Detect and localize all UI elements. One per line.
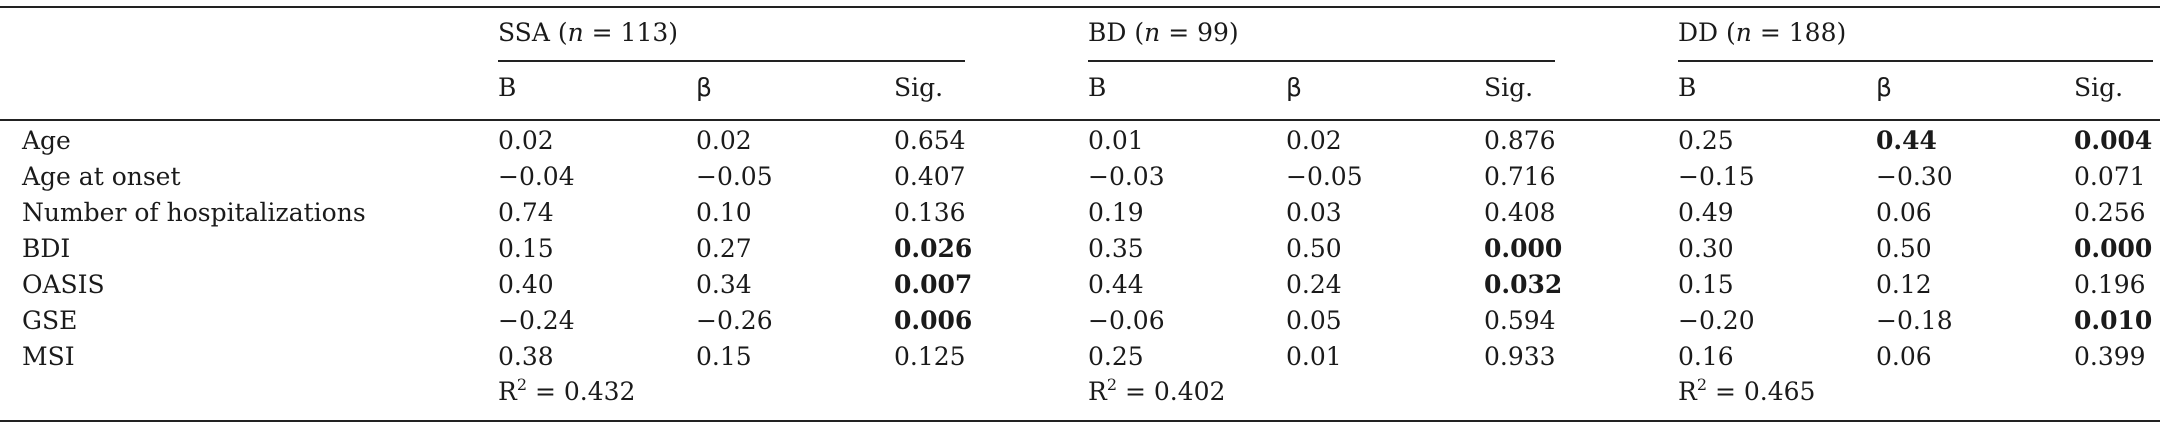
cell-bd-b: 0.44	[1088, 270, 1144, 299]
cell-dd-b: −0.15	[1678, 162, 1755, 191]
col-header-bd-beta: β	[1286, 73, 1302, 102]
cell-ssa-beta: 0.15	[696, 342, 752, 371]
cell-dd-b: 0.15	[1678, 270, 1734, 299]
cell-ssa-sig: 0.136	[894, 198, 966, 227]
col-header-dd-beta: β	[1876, 73, 1892, 102]
row-label: GSE	[22, 306, 78, 335]
cell-dd-b: 0.16	[1678, 342, 1734, 371]
cell-bd-b: 0.01	[1088, 126, 1144, 155]
col-header-ssa-beta: β	[696, 73, 712, 102]
cell-ssa-b: −0.04	[498, 162, 575, 191]
cell-bd-sig: 0.876	[1484, 126, 1556, 155]
cell-dd-sig: 0.399	[2074, 342, 2146, 371]
cell-bd-b: 0.35	[1088, 234, 1144, 263]
cell-ssa-beta: 0.27	[696, 234, 752, 263]
cell-dd-beta: −0.30	[1876, 162, 1953, 191]
cell-bd-b: 0.19	[1088, 198, 1144, 227]
cell-bd-sig: 0.032	[1484, 270, 1563, 299]
cell-bd-sig: 0.594	[1484, 306, 1556, 335]
cell-dd-sig: 0.010	[2074, 306, 2153, 335]
row-label: Age	[22, 126, 71, 155]
cell-ssa-b: −0.24	[498, 306, 575, 335]
cell-bd-beta: −0.05	[1286, 162, 1363, 191]
cell-ssa-beta: 0.34	[696, 270, 752, 299]
cell-ssa-sig: 0.006	[894, 306, 973, 335]
cell-dd-b: 0.49	[1678, 198, 1734, 227]
cell-ssa-beta: 0.02	[696, 126, 752, 155]
cell-dd-beta: 0.06	[1876, 342, 1932, 371]
bd-group-rule	[1088, 60, 1555, 62]
cell-dd-beta: 0.44	[1876, 126, 1937, 155]
cell-dd-sig: 0.256	[2074, 198, 2146, 227]
cell-bd-b: −0.06	[1088, 306, 1165, 335]
ssa-group-rule	[498, 60, 965, 62]
group-header-ssa: SSA (n = 113)	[498, 18, 679, 47]
cell-bd-sig: 0.716	[1484, 162, 1556, 191]
cell-bd-beta: 0.24	[1286, 270, 1342, 299]
bottom-rule	[0, 420, 2160, 422]
col-header-ssa-b: B	[498, 73, 517, 102]
col-header-bd-b: B	[1088, 73, 1107, 102]
row-label: Number of hospitalizations	[22, 198, 366, 227]
row-label: MSI	[22, 342, 75, 371]
row-label: OASIS	[22, 270, 105, 299]
row-label: BDI	[22, 234, 71, 263]
cell-ssa-b: 0.38	[498, 342, 554, 371]
cell-ssa-sig: 0.407	[894, 162, 966, 191]
cell-dd-beta: 0.50	[1876, 234, 1932, 263]
cell-dd-sig: 0.004	[2074, 126, 2153, 155]
cell-bd-sig: 0.000	[1484, 234, 1563, 263]
r2-dd: R2 = 0.465	[1678, 375, 1816, 407]
cell-ssa-b: 0.15	[498, 234, 554, 263]
dd-group-rule	[1678, 60, 2153, 62]
cell-ssa-beta: −0.26	[696, 306, 773, 335]
top-rule	[0, 6, 2160, 8]
cell-ssa-sig: 0.026	[894, 234, 973, 263]
cell-bd-beta: 0.01	[1286, 342, 1342, 371]
cell-bd-b: −0.03	[1088, 162, 1165, 191]
cell-bd-beta: 0.05	[1286, 306, 1342, 335]
cell-dd-beta: 0.06	[1876, 198, 1932, 227]
cell-ssa-b: 0.40	[498, 270, 554, 299]
cell-dd-b: 0.30	[1678, 234, 1734, 263]
cell-ssa-b: 0.74	[498, 198, 554, 227]
cell-ssa-beta: 0.10	[696, 198, 752, 227]
cell-ssa-beta: −0.05	[696, 162, 773, 191]
cell-bd-beta: 0.03	[1286, 198, 1342, 227]
col-header-ssa-sig: Sig.	[894, 73, 944, 102]
header-rule	[0, 119, 2160, 121]
row-label: Age at onset	[22, 162, 181, 191]
cell-dd-sig: 0.000	[2074, 234, 2153, 263]
cell-ssa-b: 0.02	[498, 126, 554, 155]
cell-bd-beta: 0.50	[1286, 234, 1342, 263]
cell-ssa-sig: 0.654	[894, 126, 966, 155]
col-header-dd-sig: Sig.	[2074, 73, 2124, 102]
group-header-bd: BD (n = 99)	[1088, 18, 1239, 47]
cell-ssa-sig: 0.007	[894, 270, 973, 299]
col-header-dd-b: B	[1678, 73, 1697, 102]
cell-dd-b: −0.20	[1678, 306, 1755, 335]
r2-bd: R2 = 0.402	[1088, 375, 1226, 407]
r2-ssa: R2 = 0.432	[498, 375, 636, 407]
cell-dd-beta: 0.12	[1876, 270, 1932, 299]
cell-bd-sig: 0.408	[1484, 198, 1556, 227]
cell-bd-beta: 0.02	[1286, 126, 1342, 155]
cell-dd-b: 0.25	[1678, 126, 1734, 155]
cell-ssa-sig: 0.125	[894, 342, 966, 371]
cell-dd-beta: −0.18	[1876, 306, 1953, 335]
cell-bd-b: 0.25	[1088, 342, 1144, 371]
col-header-bd-sig: Sig.	[1484, 73, 1534, 102]
cell-dd-sig: 0.196	[2074, 270, 2146, 299]
group-header-dd: DD (n = 188)	[1678, 18, 1847, 47]
cell-bd-sig: 0.933	[1484, 342, 1556, 371]
cell-dd-sig: 0.071	[2074, 162, 2146, 191]
